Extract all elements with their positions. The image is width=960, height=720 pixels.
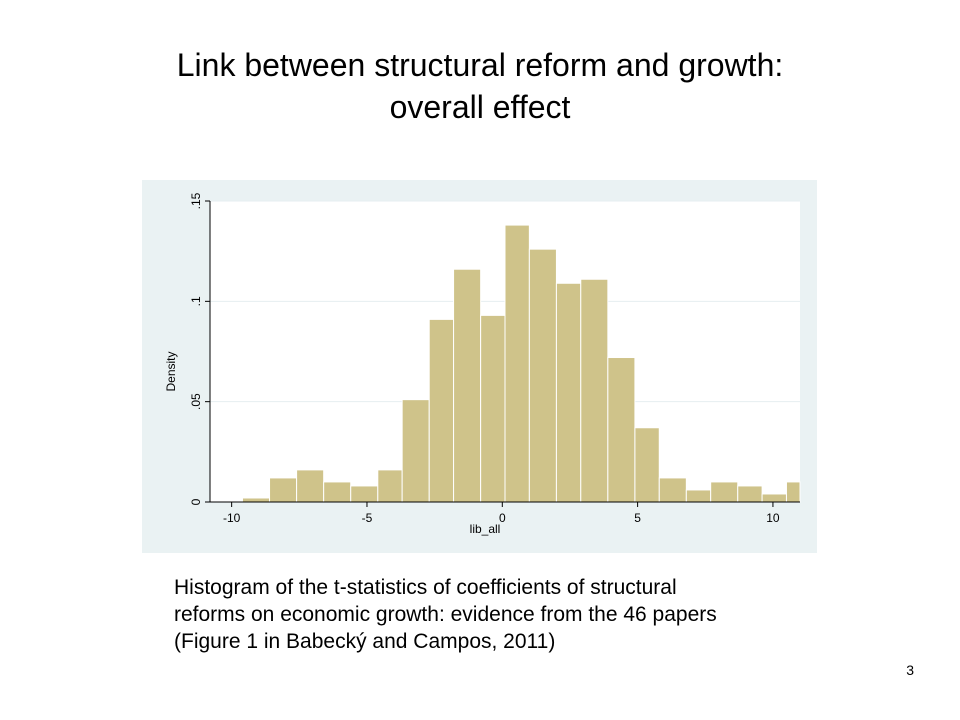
chart-caption: Histogram of the t-statistics of coeffic… <box>174 574 894 655</box>
x-tick-label-1: -5 <box>362 511 373 525</box>
slide-title-line-2: overall effect <box>389 89 571 125</box>
histogram-bar-18 <box>710 481 739 503</box>
histogram-bar-20 <box>761 493 787 503</box>
histogram-bar-5 <box>377 469 403 503</box>
caption-line-2: reforms on economic growth: evidence fro… <box>174 603 717 626</box>
caption-line-3: (Figure 1 in Babecký and Campos, 2011) <box>174 630 556 653</box>
histogram-bar-10 <box>504 224 530 503</box>
histogram-bar-6 <box>401 399 430 503</box>
histogram-bar-16 <box>658 477 687 503</box>
histogram-bar-21 <box>785 481 801 503</box>
slide-title: Link between structural reform and growt… <box>80 44 880 128</box>
y-axis-title: Density <box>164 351 178 391</box>
x-axis-title: lib_all <box>470 522 501 536</box>
histogram-bar-15 <box>634 427 660 503</box>
caption-line-1: Histogram of the t-statistics of coeffic… <box>174 576 677 599</box>
x-tick-label-2: 0 <box>499 511 506 525</box>
histogram-bar-12 <box>555 282 582 503</box>
y-tick-label-3: .15 <box>189 192 203 209</box>
x-tick-label-0: -10 <box>223 511 241 525</box>
histogram-bar-8 <box>453 268 482 503</box>
slide-title-line-1: Link between structural reform and growt… <box>176 47 784 83</box>
x-tick-label-4: 10 <box>766 511 780 525</box>
histogram-bar-0 <box>241 497 271 503</box>
histogram-bar-1 <box>269 477 298 503</box>
histogram-bar-14 <box>607 357 636 503</box>
histogram-bar-7 <box>428 318 455 503</box>
histogram-bar-13 <box>580 278 609 503</box>
histogram-bar-11 <box>528 248 557 503</box>
y-tick-label-1: .05 <box>189 393 203 410</box>
y-tick-label-2: .1 <box>189 296 203 306</box>
x-tick-label-3: 5 <box>634 511 641 525</box>
histogram-bar-19 <box>737 485 763 503</box>
histogram-bar-2 <box>296 469 325 503</box>
histogram-chart: 0 .05 .1 .15 -10 -5 0 5 10 lib_all Density <box>142 180 817 553</box>
histogram-bar-9 <box>480 314 506 503</box>
histogram-bar-17 <box>685 489 712 503</box>
histogram-svg: 0 .05 .1 .15 -10 -5 0 5 10 lib_all Density <box>164 192 801 536</box>
histogram-bar-4 <box>350 485 379 503</box>
y-tick-label-0: 0 <box>189 498 203 505</box>
slide-number: 3 <box>906 662 914 678</box>
histogram-bar-3 <box>323 481 352 503</box>
